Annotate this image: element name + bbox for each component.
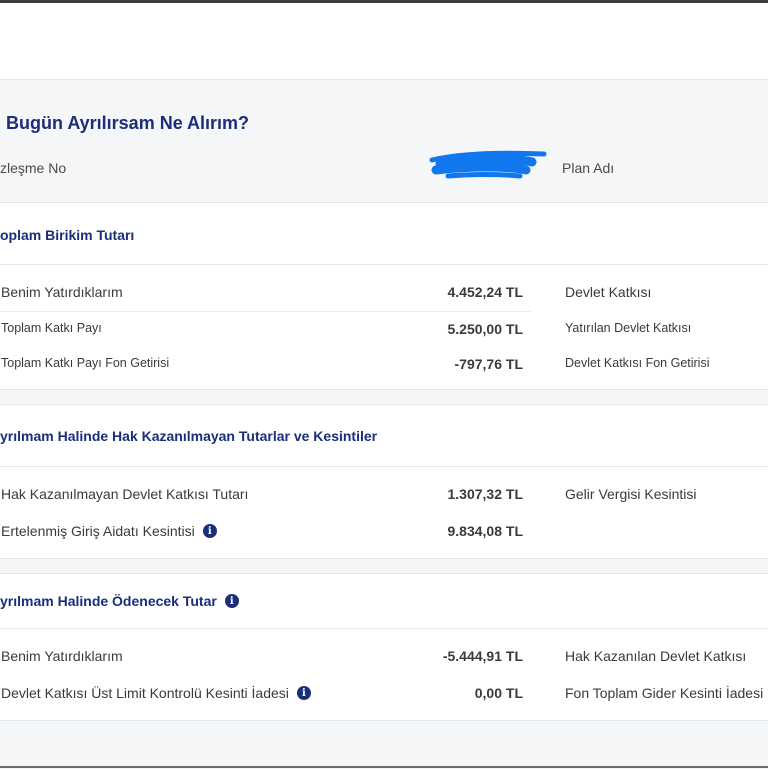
section-title-text: yrılmam Halinde Ödenecek Tutar: [0, 593, 217, 609]
row-value: 0,00 TL: [474, 685, 523, 701]
section-unearned-deductions: yrılmam Halinde Hak Kazanılmayan Tutarla…: [0, 404, 768, 559]
section-title: oplam Birikim Tutarı: [0, 227, 134, 243]
redaction-scribble: [429, 150, 547, 179]
row-right-label: Gelir Vergisi Kesintisi: [565, 486, 697, 502]
page-title: Bugün Ayrılırsam Ne Alırım?: [6, 113, 250, 133]
top-border: [0, 0, 768, 3]
section-total-savings: oplam Birikim Tutarı Benim Yatırdıklarım…: [0, 202, 768, 390]
contract-number-label: zleşme No: [0, 160, 67, 176]
row-value: -797,76 TL: [454, 356, 523, 372]
section-divider: [0, 466, 768, 467]
row-divider: [0, 311, 532, 312]
row-right-label: Devlet Katkısı: [565, 284, 652, 300]
info-icon[interactable]: i: [202, 524, 217, 538]
row-label: Toplam Katkı Payı Fon Getirisi: [1, 356, 170, 370]
row-label: Benim Yatırdıklarım: [1, 284, 123, 300]
section-divider: [0, 264, 768, 265]
row-label-with-info: Ertelenmiş Giriş Aidatı Kesintisi i: [1, 523, 217, 539]
row-value: 1.307,32 TL: [447, 486, 524, 502]
plan-name-label: Plan Adı: [562, 160, 615, 176]
row-label: Benim Yatırdıklarım: [1, 648, 123, 664]
section-title-text: oplam Birikim Tutarı: [0, 227, 135, 243]
row-label: Hak Kazanılmayan Devlet Katkısı Tutarı: [1, 486, 249, 502]
row-value: 5.250,00 TL: [447, 321, 524, 337]
bottom-border: [0, 766, 768, 768]
info-icon[interactable]: i: [296, 686, 311, 700]
section-title-text: yrılmam Halinde Hak Kazanılmayan Tutarla…: [0, 428, 378, 444]
row-right-label: Hak Kazanılan Devlet Katkısı: [565, 648, 747, 664]
row-label-text: Devlet Katkısı Üst Limit Kontrolü Kesint…: [1, 685, 289, 701]
row-right-label: Yatırılan Devlet Katkısı: [565, 321, 692, 335]
row-right-label: Fon Toplam Gider Kesinti İadesi: [565, 685, 764, 701]
section-title: yrılmam Halinde Hak Kazanılmayan Tutarla…: [0, 428, 377, 444]
row-label-text: Ertelenmiş Giriş Aidatı Kesintisi: [1, 523, 195, 539]
row-right-label: Devlet Katkısı Fon Getirisi: [565, 356, 710, 370]
row-value: 4.452,24 TL: [447, 284, 524, 300]
row-value: 9.834,08 TL: [447, 523, 524, 539]
section-divider: [0, 628, 768, 629]
row-label-with-info: Devlet Katkısı Üst Limit Kontrolü Kesint…: [1, 685, 311, 701]
row-value: -5.444,91 TL: [442, 648, 523, 664]
row-label: Toplam Katkı Payı: [1, 321, 102, 335]
section-payable-amount: yrılmam Halinde Ödenecek Tutar i Benim Y…: [0, 573, 768, 721]
section-title: yrılmam Halinde Ödenecek Tutar i: [0, 593, 239, 609]
info-icon[interactable]: i: [224, 594, 239, 608]
